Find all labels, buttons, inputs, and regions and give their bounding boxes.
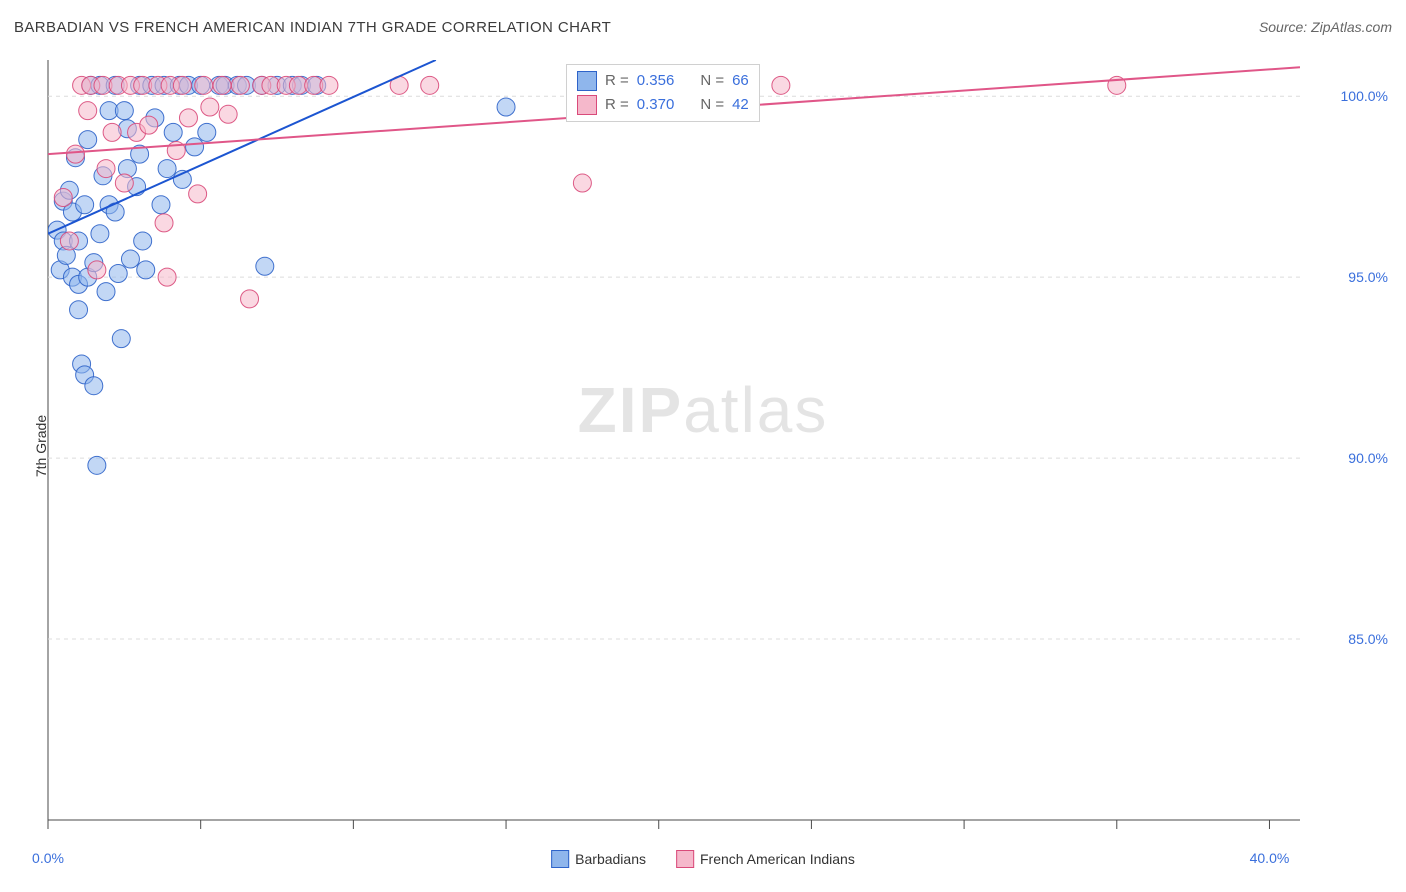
y-tick-label: 95.0% — [1348, 269, 1388, 285]
stats-legend: R = 0.356 N = 66 R = 0.370 N = 42 — [566, 64, 760, 122]
stats-r-value: 0.356 — [637, 69, 675, 93]
stats-r-label: R = — [605, 69, 629, 93]
stats-n-label: N = — [700, 69, 724, 93]
y-tick-label: 85.0% — [1348, 631, 1388, 647]
legend-label: French American Indians — [700, 851, 855, 867]
legend-label: Barbadians — [575, 851, 646, 867]
stats-swatch — [577, 95, 597, 115]
y-tick-label: 90.0% — [1348, 450, 1388, 466]
stats-r-label: R = — [605, 93, 629, 117]
legend-bottom: Barbadians French American Indians — [551, 850, 855, 868]
x-tick-label: 0.0% — [32, 850, 64, 866]
legend-swatch — [676, 850, 694, 868]
scatter-plot — [0, 0, 1406, 892]
stats-n-label: N = — [700, 93, 724, 117]
x-tick-label: 40.0% — [1250, 850, 1290, 866]
legend-swatch — [551, 850, 569, 868]
stats-r-value: 0.370 — [637, 93, 675, 117]
stats-swatch — [577, 71, 597, 91]
stats-n-value: 42 — [732, 93, 749, 117]
stats-row: R = 0.356 N = 66 — [577, 69, 749, 93]
stats-row: R = 0.370 N = 42 — [577, 93, 749, 117]
legend-item: Barbadians — [551, 850, 646, 868]
legend-item: French American Indians — [676, 850, 855, 868]
stats-n-value: 66 — [732, 69, 749, 93]
y-tick-label: 100.0% — [1341, 88, 1388, 104]
